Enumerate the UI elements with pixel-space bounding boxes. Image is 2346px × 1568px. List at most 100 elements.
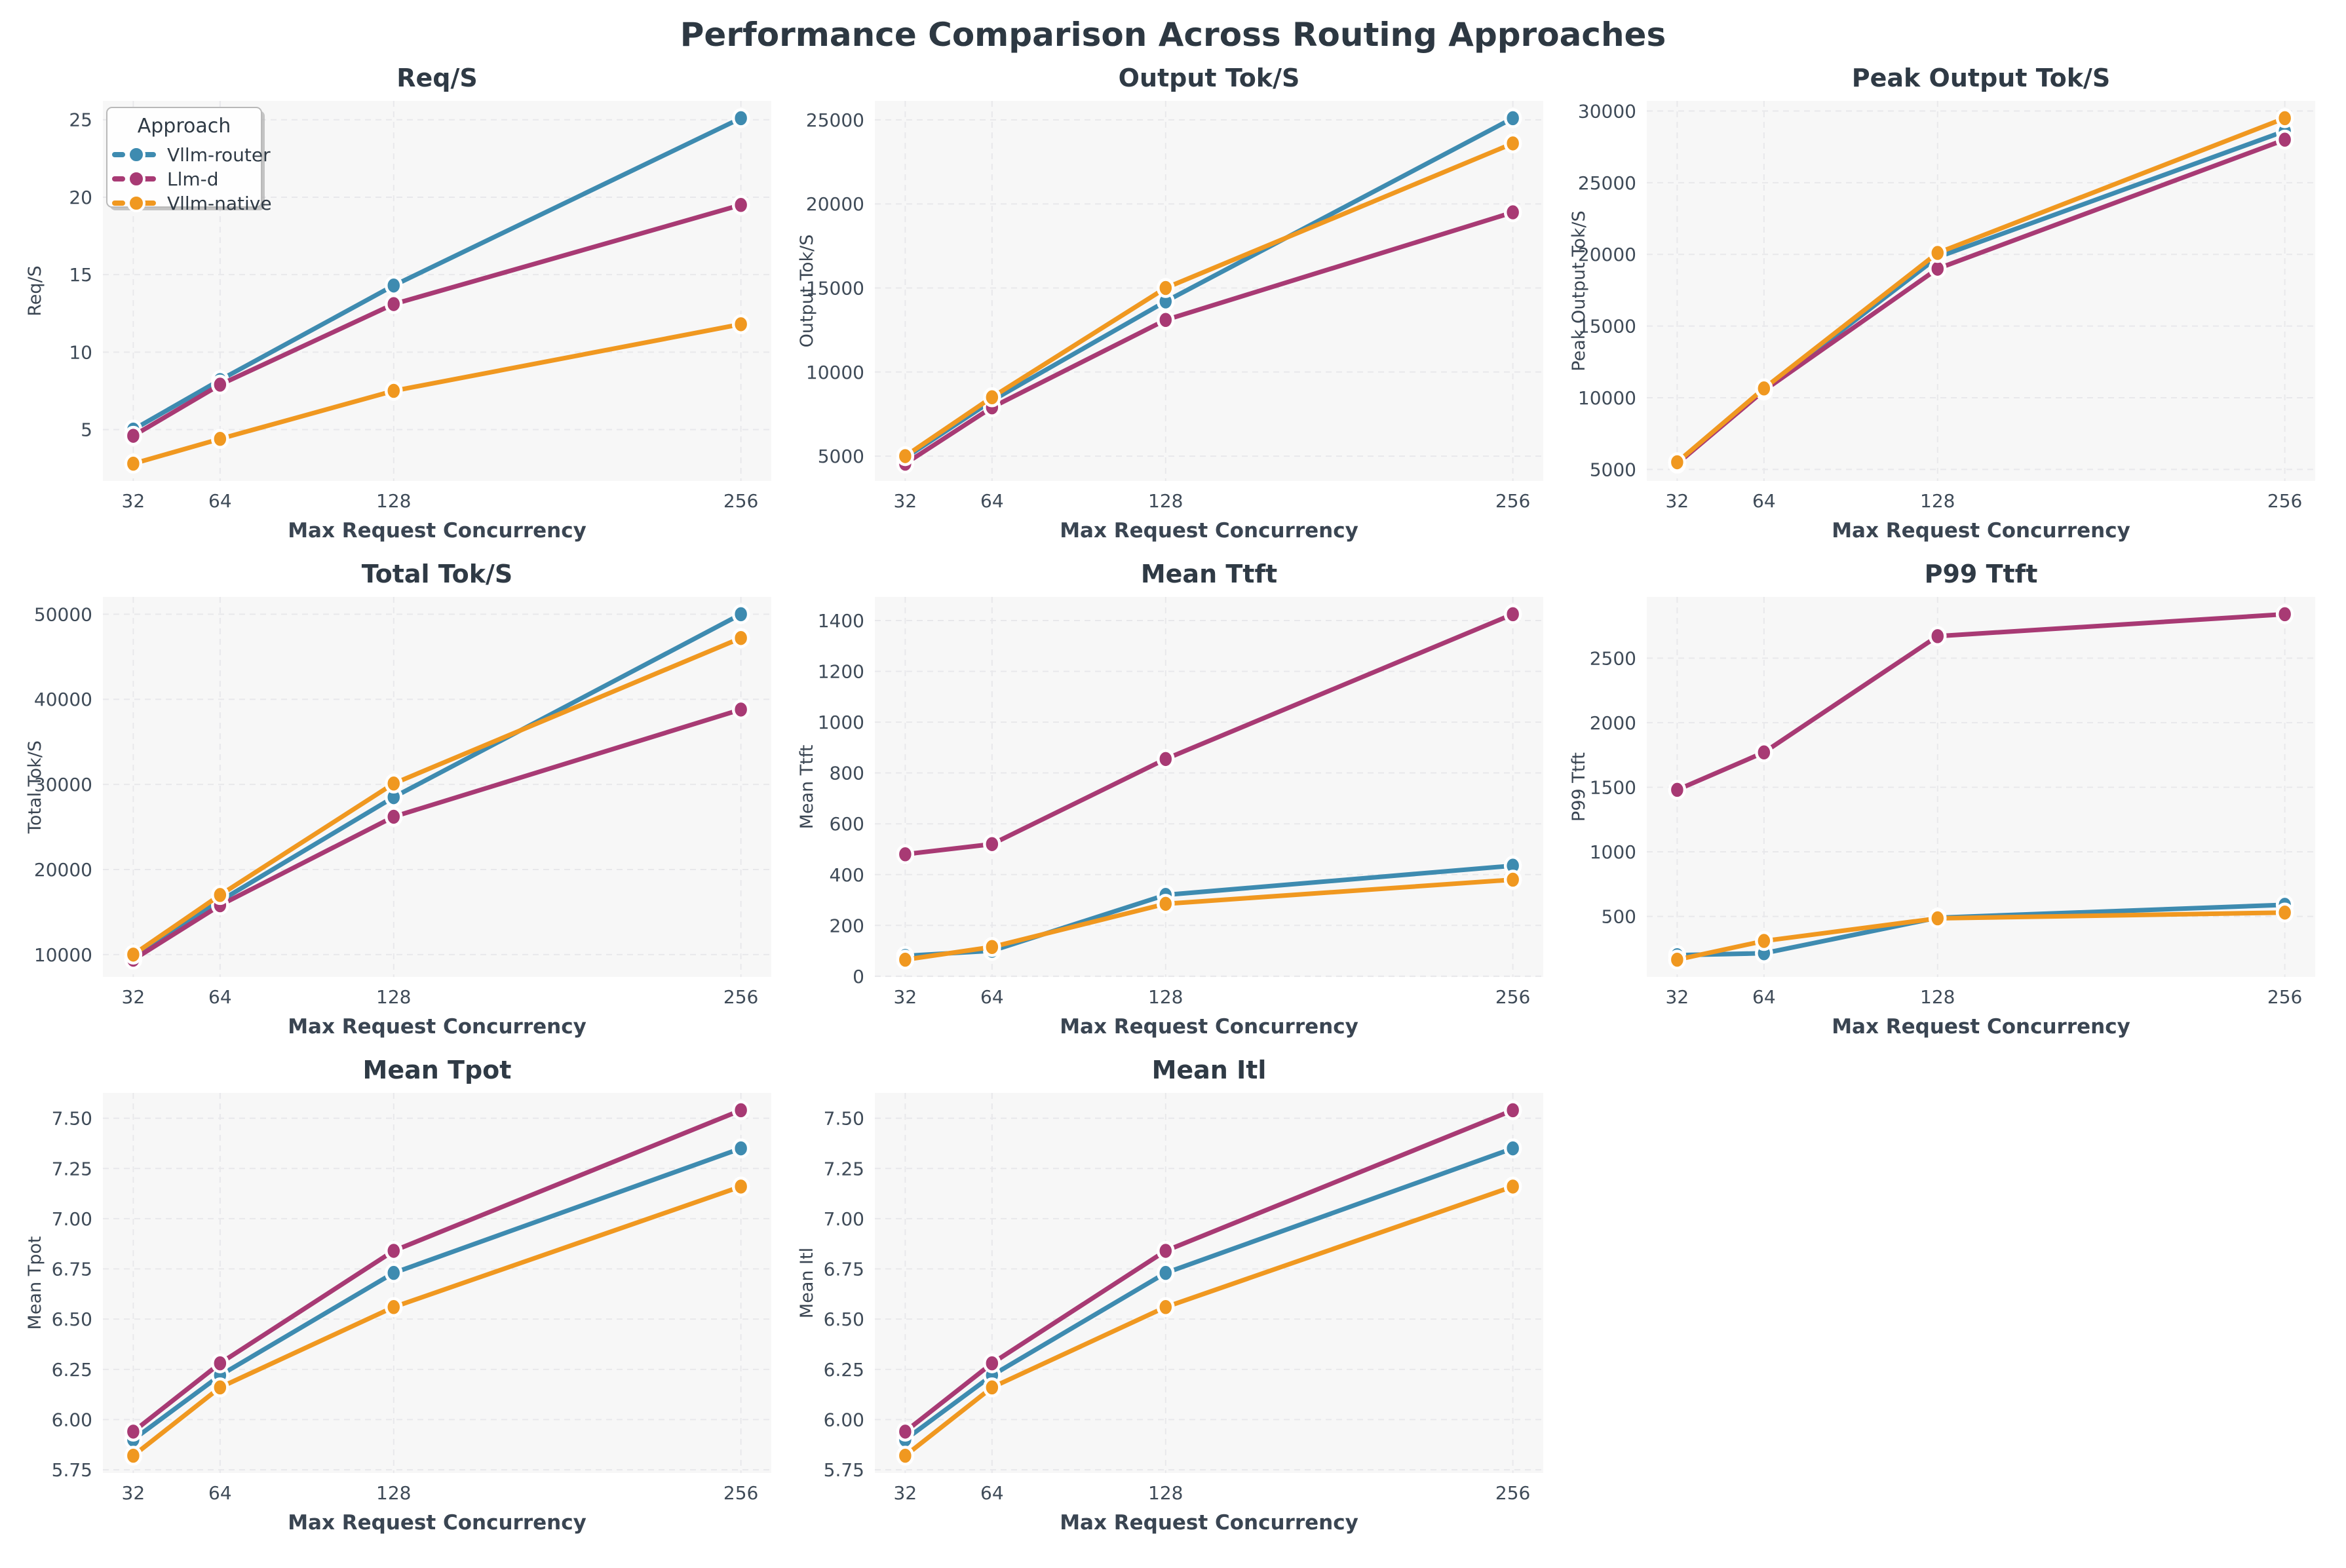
- y-tick-label: 600: [830, 813, 864, 835]
- y-tick-label: 25: [69, 109, 92, 131]
- series-marker-vllm-router: [731, 604, 750, 624]
- series-marker-vllm-native: [731, 628, 750, 648]
- x-tick-label: 256: [1495, 490, 1530, 512]
- series-line-llm-d: [1674, 611, 2288, 792]
- y-tick-label: 5000: [1590, 459, 1636, 480]
- series-line-vllm-native: [1674, 115, 2288, 465]
- x-axis-label: Max Request Concurrency: [288, 519, 586, 543]
- series-marker-llm-d: [2275, 604, 2294, 624]
- series-line-llm-d: [902, 1107, 1516, 1434]
- series-llm-d: [124, 195, 750, 446]
- subplot-title: Peak Output Tok/S: [1852, 64, 2110, 92]
- plot-background: [875, 597, 1543, 977]
- series-line-vllm-native: [130, 636, 744, 957]
- y-tick-label: 800: [830, 763, 864, 784]
- series-marker-vllm-native: [731, 1176, 750, 1197]
- series-vllm-native: [1668, 902, 2294, 970]
- y-tick-label: 5.75: [52, 1459, 92, 1481]
- legend-marker-vllm-native: [127, 194, 145, 212]
- y-tick-label: 1500: [1590, 776, 1636, 798]
- x-tick-label: 32: [122, 1482, 145, 1504]
- series-line-llm-d: [130, 707, 744, 963]
- subplot-title: Total Tok/S: [362, 560, 513, 588]
- x-tick-label: 128: [376, 490, 411, 512]
- series-llm-d: [1668, 604, 2294, 800]
- series-marker-llm-d: [385, 294, 403, 315]
- x-tick-label: 64: [1752, 490, 1776, 512]
- y-tick-label: 7.25: [824, 1158, 864, 1179]
- series-marker-vllm-native: [896, 949, 915, 970]
- legend-label: Vllm-router: [167, 144, 271, 166]
- chart-total-tok-s: 10000 20000 30000 40000 50000 32 64 128 256 Total…: [25, 560, 771, 1039]
- series-marker-llm-d: [211, 374, 229, 395]
- y-tick-label: 200: [830, 915, 864, 936]
- series-marker-llm-d: [731, 1100, 750, 1120]
- series-line-vllm-native: [130, 322, 744, 467]
- y-tick-label: 2500: [1590, 647, 1636, 669]
- x-tick-label: 128: [1148, 1482, 1183, 1504]
- y-tick-label: 5.75: [824, 1459, 864, 1481]
- x-tick-label: 128: [1148, 986, 1183, 1008]
- plot-background: [103, 597, 771, 977]
- x-tick-label: 32: [1666, 490, 1689, 512]
- subplot-cell-mean-ttft: 0 200 400 600 800 1000 1200 1400 32 64 128 256 Mean …: [793, 556, 1553, 1044]
- legend-entry-vllm-router: Vllm-router: [112, 144, 271, 166]
- y-tick-label: 1000: [818, 712, 864, 733]
- series-marker-llm-d: [1503, 202, 1522, 223]
- series-line-llm-d: [902, 210, 1516, 467]
- series-vllm-native: [124, 1176, 750, 1466]
- y-axis-label: Mean Itl: [797, 1248, 817, 1318]
- series-marker-vllm-native: [1755, 378, 1773, 399]
- subplot-cell-p99-ttft: 500 1000 1500 2000 2500 32 64 128 256 P99 Ttft Max…: [1565, 556, 2325, 1044]
- legend-entry-llm-d: Llm-d: [112, 168, 219, 190]
- subplot-title: P99 Ttft: [1925, 560, 2038, 588]
- y-axis-label: Req/S: [25, 265, 45, 316]
- series-marker-llm-d: [731, 195, 750, 216]
- chart-mean-itl: 5.75 6.00 6.25 6.50 6.75 7.00 7.25 7.50 32 64 128 2…: [797, 1056, 1543, 1535]
- y-tick-label: 0: [853, 966, 864, 987]
- y-tick-label: 15000: [806, 278, 864, 299]
- series-marker-llm-d: [1503, 604, 1522, 624]
- series-marker-vllm-native: [124, 1445, 143, 1466]
- grid-lines: [1647, 101, 2315, 481]
- series-line-vllm-native: [902, 141, 1516, 459]
- subplot-title: Mean Tpot: [363, 1056, 512, 1084]
- series-marker-vllm-native: [896, 1445, 915, 1466]
- y-tick-label: 6.00: [52, 1409, 92, 1430]
- x-tick-label: 32: [894, 490, 917, 512]
- y-axis-label: Peak Output Tok/S: [1569, 210, 1589, 371]
- x-tick-label: 64: [208, 986, 232, 1008]
- x-tick-label: 128: [1148, 490, 1183, 512]
- chart-p99-ttft: 500 1000 1500 2000 2500 32 64 128 256 P99 Ttft Max…: [1569, 560, 2315, 1039]
- y-tick-label: 7.50: [824, 1108, 864, 1130]
- series-marker-vllm-native: [1668, 452, 1687, 472]
- y-tick-label: 6.75: [824, 1259, 864, 1280]
- series-marker-vllm-native: [2275, 902, 2294, 923]
- series-vllm-native: [896, 1176, 1522, 1466]
- series-marker-llm-d: [1503, 1100, 1522, 1120]
- series-line-llm-d: [130, 202, 744, 438]
- series-marker-llm-d: [1668, 780, 1687, 800]
- series-marker-llm-d: [1929, 626, 1947, 647]
- series-line-vllm-native: [902, 877, 1516, 963]
- series-marker-vllm-native: [1503, 1176, 1522, 1197]
- x-tick-label: 32: [894, 986, 917, 1008]
- x-tick-label: 64: [980, 986, 1004, 1008]
- series-llm-d: [896, 1100, 1522, 1442]
- y-tick-label: 15: [69, 264, 92, 286]
- series-vllm-native: [124, 628, 750, 965]
- y-tick-label: 20000: [34, 859, 92, 881]
- series-marker-llm-d: [2275, 129, 2294, 150]
- series-marker-vllm-native: [983, 387, 1001, 408]
- series-marker-vllm-native: [385, 773, 403, 794]
- series-marker-vllm-native: [1668, 949, 1687, 970]
- y-tick-label: 400: [830, 864, 864, 886]
- series-vllm-native: [896, 133, 1522, 467]
- series-marker-vllm-router: [1503, 108, 1522, 128]
- legend-box: [106, 107, 262, 208]
- x-tick-label: 256: [723, 986, 758, 1008]
- legend-marker-llm-d: [127, 170, 145, 188]
- y-tick-label: 20: [69, 187, 92, 208]
- series-vllm-native: [124, 314, 750, 474]
